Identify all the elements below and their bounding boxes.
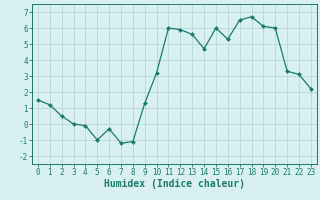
X-axis label: Humidex (Indice chaleur): Humidex (Indice chaleur) [104,179,245,189]
